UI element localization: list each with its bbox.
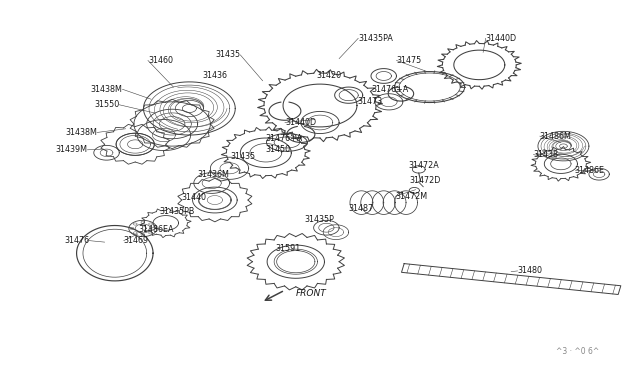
- Text: ^3 · ^0 6^: ^3 · ^0 6^: [556, 347, 599, 356]
- Text: 31480: 31480: [518, 266, 543, 275]
- Polygon shape: [375, 94, 403, 110]
- Text: 31435PB: 31435PB: [159, 206, 195, 216]
- Polygon shape: [538, 131, 589, 161]
- Polygon shape: [361, 191, 384, 214]
- Text: 31473: 31473: [357, 97, 382, 106]
- Text: 31486M: 31486M: [540, 132, 572, 141]
- Polygon shape: [257, 69, 383, 142]
- Text: 31476: 31476: [64, 236, 90, 245]
- Text: 31472D: 31472D: [409, 176, 440, 185]
- Text: 31438: 31438: [534, 150, 559, 159]
- Polygon shape: [383, 191, 406, 214]
- Text: 31472A: 31472A: [408, 161, 438, 170]
- Polygon shape: [371, 68, 396, 83]
- Polygon shape: [266, 134, 307, 151]
- Text: 31435: 31435: [231, 152, 256, 161]
- Polygon shape: [314, 220, 339, 235]
- Text: 31450: 31450: [266, 145, 291, 154]
- Polygon shape: [531, 147, 591, 181]
- Polygon shape: [589, 168, 609, 180]
- Text: 31435: 31435: [215, 51, 241, 60]
- Polygon shape: [77, 225, 153, 281]
- Polygon shape: [143, 82, 236, 135]
- Polygon shape: [100, 124, 170, 164]
- Polygon shape: [94, 145, 119, 160]
- Polygon shape: [394, 191, 417, 214]
- Polygon shape: [247, 233, 345, 290]
- Polygon shape: [372, 191, 395, 214]
- Text: 31439M: 31439M: [56, 145, 88, 154]
- Polygon shape: [401, 264, 621, 295]
- Polygon shape: [129, 220, 157, 237]
- Text: 31440D: 31440D: [285, 118, 316, 127]
- Text: 31550: 31550: [94, 100, 119, 109]
- Polygon shape: [221, 127, 310, 179]
- Text: 31460: 31460: [148, 56, 173, 65]
- Text: 31469: 31469: [124, 236, 149, 245]
- Text: 31436M: 31436M: [198, 170, 230, 179]
- Polygon shape: [394, 71, 465, 103]
- Text: 31486E: 31486E: [575, 166, 605, 175]
- Polygon shape: [137, 119, 191, 151]
- Polygon shape: [350, 191, 373, 214]
- Text: 31476+A: 31476+A: [371, 85, 408, 94]
- Text: 31436: 31436: [203, 71, 228, 80]
- Text: 31472M: 31472M: [395, 192, 428, 201]
- Polygon shape: [437, 41, 522, 89]
- Polygon shape: [301, 112, 339, 134]
- Text: 31440D: 31440D: [486, 34, 517, 43]
- Text: 31591: 31591: [275, 244, 301, 253]
- Text: 31475: 31475: [396, 56, 422, 65]
- Text: 31435PA: 31435PA: [358, 34, 393, 43]
- Polygon shape: [199, 191, 231, 209]
- Text: 31487: 31487: [349, 203, 374, 213]
- Polygon shape: [116, 133, 154, 155]
- Text: 31476+A: 31476+A: [266, 134, 303, 142]
- Polygon shape: [134, 102, 211, 146]
- Polygon shape: [211, 157, 248, 179]
- Polygon shape: [194, 173, 230, 193]
- Text: FRONT: FRONT: [296, 289, 326, 298]
- Polygon shape: [177, 178, 252, 222]
- Polygon shape: [129, 99, 215, 149]
- Text: 31435P: 31435P: [305, 215, 335, 224]
- Text: 31486EA: 31486EA: [138, 225, 174, 234]
- Polygon shape: [323, 225, 349, 240]
- Polygon shape: [335, 87, 363, 103]
- Polygon shape: [140, 208, 191, 238]
- Text: 31438M: 31438M: [65, 128, 97, 137]
- Text: 31440: 31440: [181, 193, 206, 202]
- Text: 31420: 31420: [317, 71, 342, 80]
- Text: 31438M: 31438M: [91, 85, 122, 94]
